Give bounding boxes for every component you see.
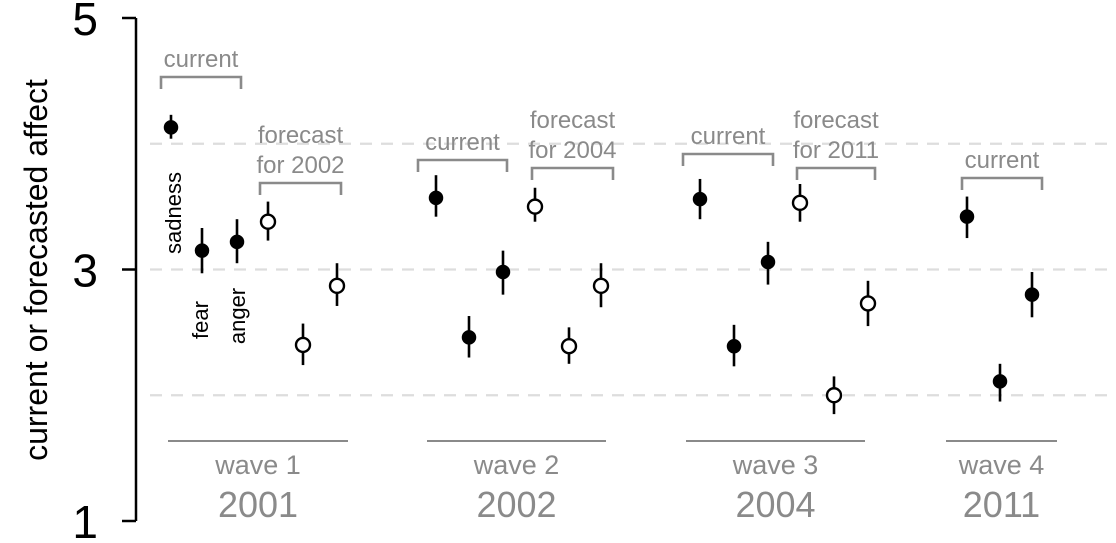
- group-bracket: [258, 181, 343, 195]
- wave-label: wave 4: [958, 450, 1045, 480]
- data-point-current: [1024, 287, 1040, 302]
- group-label: for 2011: [793, 137, 879, 164]
- data-point-forecast: [328, 277, 346, 295]
- group-bracket: [159, 75, 243, 89]
- group-bracket: [795, 166, 877, 180]
- data-point-forecast: [294, 336, 312, 354]
- group-bracket: [681, 152, 775, 166]
- data-point-forecast: [859, 295, 877, 312]
- data-point-forecast: [592, 277, 610, 295]
- y-tick-label: 5: [72, 0, 98, 45]
- data-point-forecast: [259, 213, 277, 230]
- group-bracket: [530, 166, 615, 180]
- data-point-current: [992, 374, 1008, 389]
- data-point-forecast: [560, 338, 578, 355]
- group-label: for 2002: [256, 152, 344, 179]
- data-point-current: [163, 120, 179, 135]
- wave-year-label: 2001: [218, 484, 298, 525]
- wave-year-label: 2011: [963, 484, 1040, 525]
- group-label: current: [164, 46, 239, 73]
- data-point-forecast: [791, 194, 809, 212]
- data-point-current: [726, 338, 742, 354]
- data-point-current: [428, 190, 444, 206]
- wave-year-label: 2004: [735, 484, 815, 525]
- wave-label: wave 3: [732, 450, 819, 480]
- wave-label: wave 1: [214, 450, 301, 480]
- group-label: for 2004: [528, 137, 616, 164]
- group-label: forecast: [530, 107, 616, 134]
- wave-label: wave 2: [473, 450, 560, 480]
- data-point-current: [229, 234, 245, 250]
- emotion-label-anger: anger: [225, 288, 250, 344]
- group-bracket: [960, 176, 1044, 190]
- emotion-label-fear: fear: [188, 301, 213, 339]
- group-bracket: [416, 158, 509, 172]
- y-tick-label: 3: [72, 245, 98, 297]
- emotion-label-sadness: sadness: [161, 172, 186, 254]
- data-point-current: [495, 264, 511, 280]
- data-point-forecast: [526, 198, 544, 215]
- data-point-current: [760, 254, 776, 270]
- data-point-current: [461, 330, 477, 345]
- wave-year-label: 2002: [476, 484, 556, 525]
- data-point-forecast: [825, 387, 843, 404]
- data-point-current: [194, 243, 210, 258]
- group-label: forecast: [793, 107, 879, 134]
- y-tick-label: 1: [72, 496, 98, 543]
- group-label: forecast: [258, 122, 344, 149]
- data-point-current: [959, 209, 975, 224]
- group-label: current: [425, 129, 500, 156]
- group-label: current: [691, 123, 766, 150]
- group-label: current: [965, 147, 1040, 174]
- data-point-current: [692, 191, 708, 207]
- y-axis-label: current or forecasted affect: [18, 79, 54, 461]
